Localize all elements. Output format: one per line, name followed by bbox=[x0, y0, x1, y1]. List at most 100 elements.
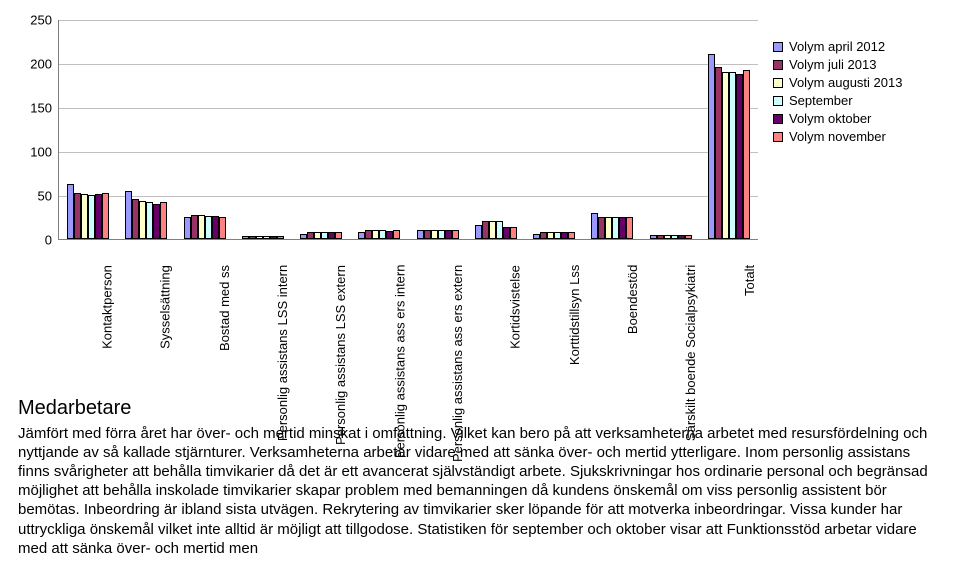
chart-ytick: 100 bbox=[18, 145, 52, 160]
chart-bar-group bbox=[409, 230, 467, 239]
chart-bar bbox=[256, 236, 263, 239]
chart-bar bbox=[365, 230, 372, 239]
chart-plot-area bbox=[58, 20, 758, 240]
legend-label: Volym april 2012 bbox=[789, 39, 885, 54]
chart-bar-group bbox=[117, 191, 175, 239]
chart-bar bbox=[612, 217, 619, 239]
chart-bar bbox=[139, 201, 146, 239]
chart-bar bbox=[212, 216, 219, 239]
chart-bar bbox=[379, 230, 386, 239]
chart-bar bbox=[671, 235, 678, 239]
chart-bar bbox=[263, 236, 270, 239]
chart-bar bbox=[503, 227, 510, 239]
chart-bar bbox=[568, 232, 575, 239]
chart-bar bbox=[533, 234, 540, 239]
legend-swatch bbox=[773, 78, 783, 88]
chart-bar bbox=[424, 230, 431, 239]
chart-bar bbox=[88, 195, 95, 239]
chart-bar bbox=[708, 54, 715, 239]
chart-bar bbox=[81, 194, 88, 239]
chart-bar bbox=[664, 235, 671, 239]
chart-bar bbox=[125, 191, 132, 239]
chart-bar-group bbox=[234, 236, 292, 239]
chart-bar-group bbox=[642, 235, 700, 239]
chart-bar bbox=[540, 232, 547, 239]
legend-label: Volym november bbox=[789, 129, 886, 144]
section-heading: Medarbetare bbox=[18, 396, 942, 422]
chart-bar bbox=[393, 230, 400, 239]
chart-bar bbox=[242, 236, 249, 239]
chart-bar bbox=[198, 215, 205, 239]
chart-bar bbox=[270, 236, 277, 239]
chart-bar bbox=[605, 217, 612, 239]
chart-bar bbox=[328, 232, 335, 239]
chart-bar bbox=[205, 216, 212, 239]
chart-bar bbox=[554, 232, 561, 239]
legend-swatch bbox=[773, 132, 783, 142]
chart-ytick: 250 bbox=[18, 13, 52, 28]
section-paragraph: Jämfört med förra året har över- och mer… bbox=[18, 424, 942, 558]
chart-bar bbox=[160, 202, 167, 239]
legend-item: Volym april 2012 bbox=[773, 39, 938, 54]
legend-swatch bbox=[773, 60, 783, 70]
chart-bar-group bbox=[59, 184, 117, 239]
chart-bar-group bbox=[583, 213, 641, 239]
chart-bar bbox=[736, 74, 743, 239]
chart-bar bbox=[386, 231, 393, 239]
chart-bar bbox=[321, 232, 328, 239]
volume-bar-chart: 050100150200250 KontaktpersonSysselsättn… bbox=[18, 12, 938, 392]
chart-bar bbox=[729, 72, 736, 239]
legend-label: Volym augusti 2013 bbox=[789, 75, 902, 90]
legend-label: Volym oktober bbox=[789, 111, 871, 126]
chart-bar bbox=[722, 72, 729, 239]
chart-bar bbox=[431, 230, 438, 239]
chart-bar-group bbox=[700, 54, 758, 239]
chart-bar bbox=[132, 199, 139, 239]
chart-bar bbox=[482, 221, 489, 239]
chart-bar bbox=[619, 217, 626, 239]
chart-bar-group bbox=[525, 232, 583, 239]
chart-bar bbox=[657, 235, 664, 239]
chart-bar bbox=[626, 217, 633, 239]
chart-bar bbox=[67, 184, 74, 239]
chart-bar bbox=[95, 194, 102, 239]
body-text: Medarbetare Jämfört med förra året har ö… bbox=[18, 396, 942, 558]
chart-ytick: 50 bbox=[18, 189, 52, 204]
chart-bar bbox=[445, 230, 452, 239]
chart-bar-group bbox=[292, 232, 350, 239]
chart-bar bbox=[417, 230, 424, 239]
chart-bar bbox=[598, 217, 605, 239]
chart-bar bbox=[547, 232, 554, 239]
chart-bar-group bbox=[176, 215, 234, 239]
chart-bar bbox=[678, 235, 685, 239]
legend-label: Volym juli 2013 bbox=[789, 57, 876, 72]
chart-ytick: 200 bbox=[18, 57, 52, 72]
chart-bar bbox=[475, 225, 482, 239]
chart-bar bbox=[307, 232, 314, 239]
chart-ytick: 0 bbox=[18, 233, 52, 248]
chart-bar bbox=[314, 232, 321, 239]
chart-bar bbox=[74, 193, 81, 239]
chart-bar bbox=[153, 204, 160, 239]
chart-bar bbox=[561, 232, 568, 239]
chart-bar bbox=[510, 227, 517, 239]
chart-bar-group bbox=[467, 221, 525, 239]
chart-bar bbox=[489, 221, 496, 239]
chart-bar bbox=[496, 221, 503, 239]
chart-bar bbox=[438, 230, 445, 239]
chart-bar bbox=[146, 202, 153, 239]
chart-bar bbox=[452, 230, 459, 239]
legend-swatch bbox=[773, 42, 783, 52]
chart-bar bbox=[184, 217, 191, 239]
chart-bar bbox=[358, 232, 365, 239]
chart-bar bbox=[102, 193, 109, 239]
chart-bar bbox=[219, 217, 226, 239]
legend-item: September bbox=[773, 93, 938, 108]
chart-bar bbox=[591, 213, 598, 239]
chart-bar bbox=[335, 232, 342, 239]
legend-item: Volym oktober bbox=[773, 111, 938, 126]
legend-swatch bbox=[773, 96, 783, 106]
chart-bar bbox=[650, 235, 657, 239]
chart-bar bbox=[277, 236, 284, 239]
chart-bar bbox=[743, 70, 750, 239]
